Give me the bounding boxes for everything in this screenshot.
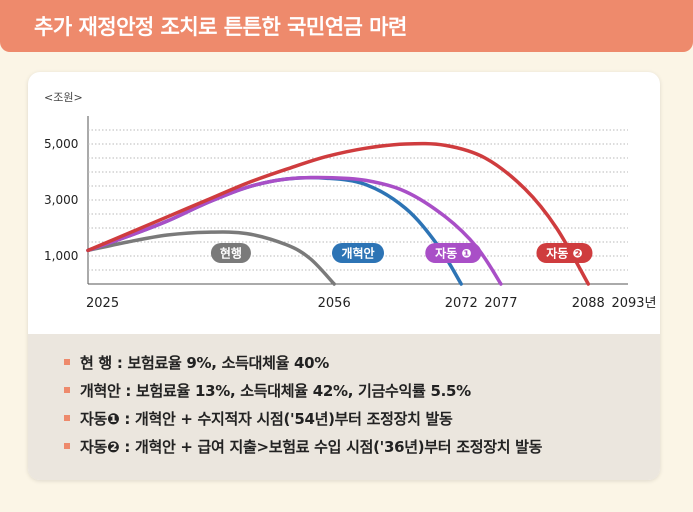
series-line-current [86, 230, 336, 286]
series-line-auto1 [86, 175, 503, 286]
legend-text-reform: 개혁안 : 보험료율 13%, 소득대체율 42%, 기금수익률 5.5% [80, 381, 471, 400]
legend-text-auto1: 자동❶ : 개혁안 + 수지적자 시점('54년)부터 조정장치 발동 [80, 409, 453, 428]
legend-item-auto1: 자동❶ : 개혁안 + 수지적자 시점('54년)부터 조정장치 발동 [64, 406, 453, 430]
series-label-current: 현행 [220, 246, 242, 261]
y-unit-label: <조원> [44, 91, 83, 104]
chart-card: <조원> 1,000 3,000 5,000 2025 2056 2072 2077 208… [28, 72, 660, 480]
y-tick-label: 1,000 [44, 249, 78, 263]
x-tick-label: 2077 [484, 296, 517, 311]
x-tick-label: 2025 [86, 296, 119, 311]
x-tick-label: 2088 [572, 296, 605, 311]
line-chart: <조원> 1,000 3,000 5,000 2025 2056 2072 2077 208… [44, 91, 657, 311]
x-tick-label: 2072 [445, 296, 478, 311]
series-label-pill [425, 243, 482, 263]
series-label-pill [332, 243, 384, 263]
series-label-pill [210, 243, 251, 263]
series-label-auto1: 자동 ❶ [435, 246, 471, 261]
legend-item-reform: 개혁안 : 보험료율 13%, 소득대체율 42%, 기금수익률 5.5% [64, 378, 471, 402]
legend-text-auto2: 자동❷ : 개혁안 + 급여 지출>보험료 수입 시점('36년)부터 조정장치… [80, 437, 543, 456]
bullet-icon [64, 387, 70, 393]
series-label-pill [536, 243, 593, 263]
legend-box: 현 행 : 보험료율 9%, 소득대체율 40% 개혁안 : 보험료율 13%,… [28, 334, 660, 480]
legend-text-current: 현 행 : 보험료율 9%, 소득대체율 40% [80, 353, 330, 372]
page-title: 추가 재정안정 조치로 튼튼한 국민연금 마련 [34, 15, 407, 39]
y-tick-label: 5,000 [44, 137, 78, 151]
series-line-auto2 [86, 141, 591, 286]
y-tick-label: 3,000 [44, 193, 78, 207]
bullet-icon [64, 359, 70, 365]
title-banner: 추가 재정안정 조치로 튼튼한 국민연금 마련 [0, 0, 693, 52]
bullet-icon [64, 443, 70, 449]
series-label-reform: 개혁안 [341, 246, 374, 261]
legend-item-auto2: 자동❷ : 개혁안 + 급여 지출>보험료 수입 시점('36년)부터 조정장치… [64, 434, 542, 458]
x-tick-label: 2093년 [611, 296, 656, 311]
bullet-icon [64, 415, 70, 421]
series-label-auto2: 자동 ❷ [546, 246, 582, 261]
legend-item-current: 현 행 : 보험료율 9%, 소득대체율 40% [64, 350, 329, 374]
x-tick-label: 2056 [318, 296, 351, 311]
